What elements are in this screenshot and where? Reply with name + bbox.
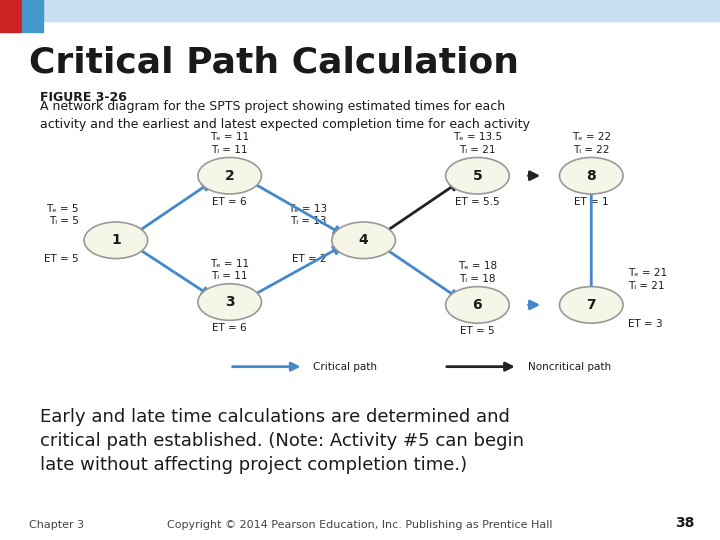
Ellipse shape: [84, 222, 148, 259]
Text: Tₑ = 11
Tₗ = 11: Tₑ = 11 Tₗ = 11: [210, 132, 249, 154]
Text: 3: 3: [225, 295, 235, 309]
Text: ET = 5: ET = 5: [460, 326, 495, 336]
Text: 2: 2: [225, 168, 235, 183]
Text: Noncritical path: Noncritical path: [528, 362, 611, 372]
Text: ET = 3: ET = 3: [628, 319, 662, 329]
Ellipse shape: [198, 284, 261, 320]
Text: Tₑ = 13
Tₗ = 13: Tₑ = 13 Tₗ = 13: [288, 204, 327, 226]
Ellipse shape: [559, 287, 623, 323]
Text: Tₑ = 21
Tₗ = 21: Tₑ = 21 Tₗ = 21: [628, 268, 667, 291]
Text: A network diagram for the SPTS project showing estimated times for each
activity: A network diagram for the SPTS project s…: [40, 100, 530, 131]
Ellipse shape: [332, 222, 395, 259]
Text: ET = 6: ET = 6: [212, 197, 247, 207]
Text: 4: 4: [359, 233, 369, 247]
Text: Tₑ = 11
Tₗ = 11: Tₑ = 11 Tₗ = 11: [210, 259, 249, 281]
Text: 38: 38: [675, 516, 695, 530]
Text: ET = 5: ET = 5: [45, 254, 79, 265]
Text: Chapter 3: Chapter 3: [29, 520, 84, 530]
Text: 5: 5: [472, 168, 482, 183]
Text: ET = 2: ET = 2: [292, 254, 327, 265]
Text: ET = 6: ET = 6: [212, 323, 247, 333]
Text: 8: 8: [586, 168, 596, 183]
Ellipse shape: [446, 287, 509, 323]
Ellipse shape: [446, 158, 509, 194]
Text: FIGURE 3-26: FIGURE 3-26: [40, 91, 127, 104]
Text: ET = 1: ET = 1: [574, 197, 608, 207]
Text: 1: 1: [111, 233, 121, 247]
Text: ET = 5.5: ET = 5.5: [455, 197, 500, 207]
Text: Critical path: Critical path: [313, 362, 377, 372]
Text: Early and late time calculations are determined and
critical path established. (: Early and late time calculations are det…: [40, 408, 523, 474]
Text: 6: 6: [472, 298, 482, 312]
Text: Tₑ = 18
Tₗ = 18: Tₑ = 18 Tₗ = 18: [458, 261, 497, 284]
Text: 7: 7: [587, 298, 596, 312]
Text: Tₑ = 13.5
Tₗ = 21: Tₑ = 13.5 Tₗ = 21: [453, 132, 502, 154]
Ellipse shape: [198, 158, 261, 194]
Text: Tₑ = 5
Tₗ = 5: Tₑ = 5 Tₗ = 5: [47, 204, 79, 226]
Ellipse shape: [559, 158, 623, 194]
Text: Critical Path Calculation: Critical Path Calculation: [29, 46, 519, 80]
Text: Copyright © 2014 Pearson Education, Inc. Publishing as Prentice Hall: Copyright © 2014 Pearson Education, Inc.…: [167, 520, 553, 530]
Text: Tₑ = 22
Tₗ = 22: Tₑ = 22 Tₗ = 22: [572, 132, 611, 154]
